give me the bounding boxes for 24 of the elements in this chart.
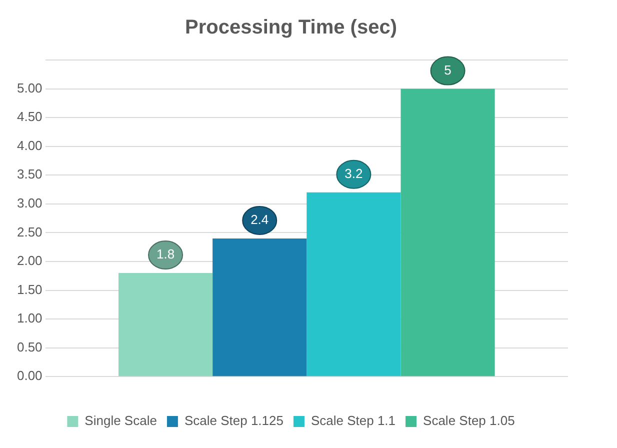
bar <box>400 88 495 376</box>
legend-label: Scale Step 1.1 <box>310 413 396 428</box>
y-tick-label: 2.50 <box>16 224 42 240</box>
y-tick-label: 3.00 <box>16 195 42 210</box>
bar <box>306 192 401 376</box>
y-tick-label: 0.50 <box>16 339 42 354</box>
data-label: 3.2 <box>344 166 363 181</box>
y-tick-label: 3.50 <box>16 166 42 182</box>
y-tick-label: 1.00 <box>16 310 42 326</box>
bar <box>118 272 213 376</box>
chart-title: Processing Time (sec) <box>185 16 397 39</box>
legend-label: Scale Step 1.125 <box>184 413 284 428</box>
y-tick-label: 1.50 <box>16 282 42 297</box>
y-tick-label: 2.00 <box>16 253 42 268</box>
data-label: 5 <box>444 62 452 78</box>
legend-label: Scale Step 1.05 <box>423 413 515 428</box>
data-label: 1.8 <box>156 246 175 262</box>
y-tick-label: 4.00 <box>16 138 42 153</box>
data-label: 2.4 <box>250 212 269 228</box>
y-tick-label: 0.00 <box>16 368 42 384</box>
bar <box>212 238 307 376</box>
y-tick-label: 4.50 <box>16 109 42 124</box>
y-tick-label: 5.00 <box>16 80 42 96</box>
legend-label: Single Scale <box>84 413 157 428</box>
